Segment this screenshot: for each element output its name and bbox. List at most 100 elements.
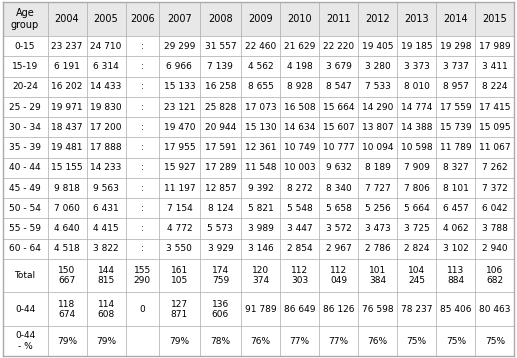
Text: 3 280: 3 280: [365, 62, 390, 71]
Bar: [358, 117, 397, 137]
Text: 19 298: 19 298: [440, 42, 472, 51]
Text: 86 649: 86 649: [284, 305, 315, 314]
Bar: [436, 57, 475, 77]
Text: 2007: 2007: [167, 14, 192, 24]
Text: 15 927: 15 927: [164, 163, 195, 172]
Bar: [3, 158, 48, 178]
Bar: [241, 2, 280, 36]
Bar: [200, 158, 241, 178]
Text: 29 299: 29 299: [164, 42, 195, 51]
Bar: [48, 57, 86, 77]
Bar: [475, 77, 514, 97]
Text: 3 788: 3 788: [482, 224, 508, 233]
Text: 5 548: 5 548: [286, 204, 312, 213]
Text: 4 772: 4 772: [166, 224, 192, 233]
Bar: [86, 97, 126, 117]
Bar: [159, 137, 200, 158]
Text: 3 679: 3 679: [326, 62, 352, 71]
Bar: [48, 137, 86, 158]
Text: 8 189: 8 189: [364, 163, 391, 172]
Bar: [280, 57, 319, 77]
Bar: [358, 36, 397, 57]
Text: 15 739: 15 739: [440, 123, 472, 132]
Text: 2 940: 2 940: [482, 245, 508, 253]
Text: 78%: 78%: [210, 337, 231, 345]
Bar: [86, 178, 126, 198]
Bar: [200, 36, 241, 57]
Text: 5 256: 5 256: [365, 204, 390, 213]
Text: 31 557: 31 557: [205, 42, 236, 51]
Text: 16 508: 16 508: [284, 103, 315, 112]
Bar: [475, 57, 514, 77]
Bar: [48, 198, 86, 218]
Text: 8 124: 8 124: [208, 204, 233, 213]
Text: Age
group: Age group: [11, 8, 39, 30]
Text: 19 405: 19 405: [362, 42, 393, 51]
Bar: [3, 36, 48, 57]
Bar: [319, 77, 358, 97]
Bar: [126, 97, 159, 117]
Bar: [280, 326, 319, 356]
Bar: [280, 239, 319, 259]
Text: 17 073: 17 073: [245, 103, 276, 112]
Text: 19 830: 19 830: [90, 103, 122, 112]
Bar: [241, 218, 280, 239]
Text: 4 198: 4 198: [286, 62, 312, 71]
Bar: [86, 259, 126, 292]
Bar: [159, 198, 200, 218]
Text: 35 - 39: 35 - 39: [9, 143, 41, 152]
Text: 11 548: 11 548: [245, 163, 276, 172]
Bar: [397, 57, 436, 77]
Bar: [358, 326, 397, 356]
Text: 3 550: 3 550: [166, 245, 192, 253]
Text: 2009: 2009: [248, 14, 273, 24]
Text: 7 372: 7 372: [482, 184, 508, 193]
Bar: [159, 292, 200, 326]
Text: 15 130: 15 130: [245, 123, 276, 132]
Bar: [436, 137, 475, 158]
Bar: [358, 77, 397, 97]
Text: 6 431: 6 431: [93, 204, 119, 213]
Bar: [397, 178, 436, 198]
Bar: [358, 218, 397, 239]
Text: 13 807: 13 807: [362, 123, 393, 132]
Text: 2 967: 2 967: [326, 245, 352, 253]
Text: 7 533: 7 533: [364, 82, 391, 91]
Text: 3 572: 3 572: [326, 224, 352, 233]
Bar: [280, 2, 319, 36]
Text: 2014: 2014: [444, 14, 468, 24]
Bar: [436, 326, 475, 356]
Bar: [475, 326, 514, 356]
Text: 2013: 2013: [404, 14, 429, 24]
Bar: [280, 36, 319, 57]
Text: 76%: 76%: [250, 337, 270, 345]
Text: 19 185: 19 185: [401, 42, 433, 51]
Bar: [241, 137, 280, 158]
Bar: [86, 36, 126, 57]
Text: :: :: [141, 224, 144, 233]
Bar: [358, 239, 397, 259]
Text: 3 411: 3 411: [482, 62, 508, 71]
Bar: [48, 97, 86, 117]
Text: 155
290: 155 290: [133, 266, 151, 285]
Text: 19 481: 19 481: [51, 143, 83, 152]
Bar: [3, 326, 48, 356]
Text: 14 774: 14 774: [401, 103, 432, 112]
Bar: [3, 239, 48, 259]
Text: 11 789: 11 789: [440, 143, 472, 152]
Bar: [200, 77, 241, 97]
Bar: [475, 158, 514, 178]
Bar: [159, 326, 200, 356]
Bar: [280, 292, 319, 326]
Bar: [475, 292, 514, 326]
Bar: [200, 97, 241, 117]
Text: 85 406: 85 406: [440, 305, 472, 314]
Bar: [436, 218, 475, 239]
Text: 50 - 54: 50 - 54: [9, 204, 41, 213]
Bar: [397, 239, 436, 259]
Text: 3 737: 3 737: [443, 62, 469, 71]
Text: 2005: 2005: [94, 14, 118, 24]
Text: 75%: 75%: [407, 337, 427, 345]
Bar: [126, 36, 159, 57]
Text: 12 857: 12 857: [205, 184, 236, 193]
